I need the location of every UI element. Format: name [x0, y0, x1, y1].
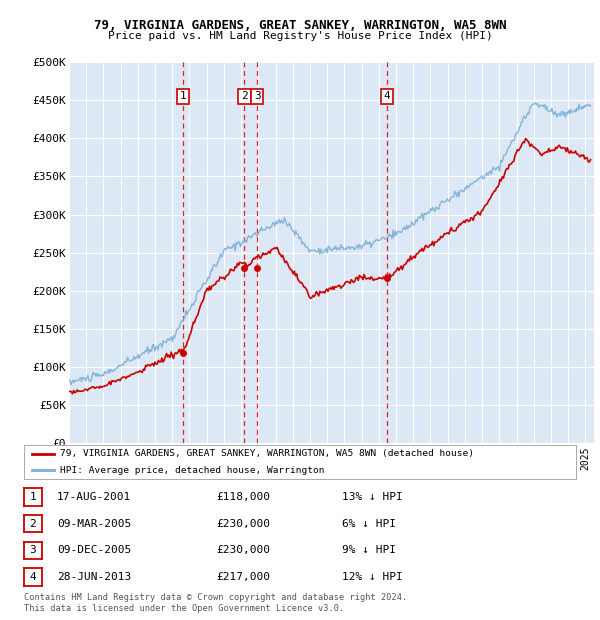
Text: 17-AUG-2001: 17-AUG-2001	[57, 492, 131, 502]
Text: 4: 4	[29, 572, 37, 582]
Text: £217,000: £217,000	[216, 572, 270, 582]
Text: 13% ↓ HPI: 13% ↓ HPI	[342, 492, 403, 502]
Text: 6% ↓ HPI: 6% ↓ HPI	[342, 518, 396, 529]
Text: HPI: Average price, detached house, Warrington: HPI: Average price, detached house, Warr…	[60, 466, 325, 475]
Text: 28-JUN-2013: 28-JUN-2013	[57, 572, 131, 582]
Text: 3: 3	[254, 91, 260, 101]
Text: 09-MAR-2005: 09-MAR-2005	[57, 518, 131, 529]
Text: 1: 1	[29, 492, 37, 502]
Text: 79, VIRGINIA GARDENS, GREAT SANKEY, WARRINGTON, WA5 8WN: 79, VIRGINIA GARDENS, GREAT SANKEY, WARR…	[94, 19, 506, 32]
Text: 9% ↓ HPI: 9% ↓ HPI	[342, 545, 396, 556]
Text: 4: 4	[384, 91, 391, 101]
Text: 79, VIRGINIA GARDENS, GREAT SANKEY, WARRINGTON, WA5 8WN (detached house): 79, VIRGINIA GARDENS, GREAT SANKEY, WARR…	[60, 449, 474, 458]
Text: £230,000: £230,000	[216, 518, 270, 529]
Text: 3: 3	[29, 545, 37, 556]
Text: 2: 2	[241, 91, 248, 101]
Text: Contains HM Land Registry data © Crown copyright and database right 2024.
This d: Contains HM Land Registry data © Crown c…	[24, 593, 407, 613]
Text: 2: 2	[29, 518, 37, 529]
Text: £118,000: £118,000	[216, 492, 270, 502]
Text: 12% ↓ HPI: 12% ↓ HPI	[342, 572, 403, 582]
Text: Price paid vs. HM Land Registry's House Price Index (HPI): Price paid vs. HM Land Registry's House …	[107, 31, 493, 41]
Text: 09-DEC-2005: 09-DEC-2005	[57, 545, 131, 556]
Text: £230,000: £230,000	[216, 545, 270, 556]
Text: 1: 1	[180, 91, 187, 101]
